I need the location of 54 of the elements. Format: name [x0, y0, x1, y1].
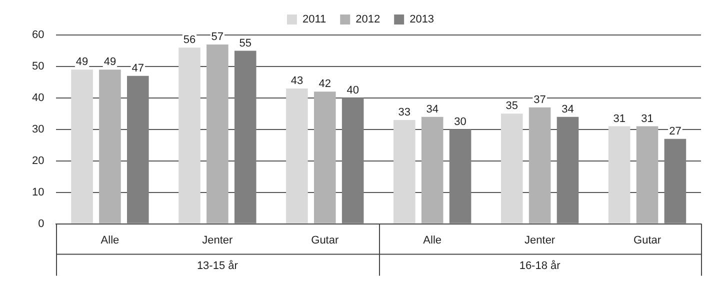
bar — [71, 70, 93, 224]
bar — [500, 114, 523, 224]
x-tick-label: Gutar — [311, 234, 339, 246]
data-label: 49 — [76, 56, 88, 68]
y-tick-label: 0 — [38, 218, 44, 230]
bar — [99, 70, 121, 224]
bar — [178, 48, 200, 224]
data-label: 37 — [534, 94, 546, 106]
bar — [608, 126, 630, 224]
data-label: 55 — [239, 37, 252, 50]
bar — [528, 107, 551, 224]
bar — [314, 92, 336, 224]
y-tick-label: 30 — [32, 123, 44, 136]
data-label: 30 — [454, 116, 466, 128]
bar — [342, 98, 364, 224]
bar — [286, 88, 308, 224]
bar — [421, 116, 444, 224]
x-tick-label: Gutar — [634, 234, 662, 246]
data-label: 56 — [183, 34, 196, 46]
x-tick-label: Jenter — [202, 234, 234, 246]
y-tick-label: 40 — [32, 92, 44, 104]
data-label: 34 — [426, 103, 438, 116]
data-label: 33 — [398, 106, 411, 118]
bar — [449, 129, 472, 224]
data-label: 31 — [641, 112, 654, 125]
data-label: 47 — [132, 62, 144, 74]
y-tick-label: 10 — [32, 186, 44, 198]
bar — [636, 126, 658, 224]
data-label: 43 — [290, 75, 304, 88]
data-label: 42 — [318, 78, 332, 90]
x-tick-label: Alle — [423, 234, 442, 246]
data-label: 57 — [211, 30, 224, 43]
y-tick-label: 50 — [32, 60, 44, 72]
legend-label: 2011 — [302, 14, 326, 26]
bar — [234, 50, 256, 224]
text: 13-15 år — [196, 260, 238, 272]
data-label: 31 — [613, 112, 626, 125]
legend-label: 2012 — [356, 14, 380, 26]
text: 16-18 år — [519, 260, 561, 272]
bar — [664, 138, 686, 224]
x-tick-label: Alle — [100, 234, 120, 246]
bar — [394, 120, 416, 224]
x-tick-label: Jenter — [524, 234, 556, 246]
data-label: 34 — [562, 103, 574, 116]
data-label: 35 — [506, 100, 518, 112]
y-tick-label: 20 — [32, 154, 44, 167]
data-label: 49 — [104, 56, 116, 68]
data-label: 40 — [346, 84, 359, 96]
bar — [556, 116, 579, 224]
data-label: 27 — [669, 125, 682, 138]
legend-label: 2013 — [410, 14, 434, 26]
y-tick-label: 60 — [32, 29, 44, 42]
bar — [127, 76, 149, 224]
bar — [206, 44, 228, 224]
